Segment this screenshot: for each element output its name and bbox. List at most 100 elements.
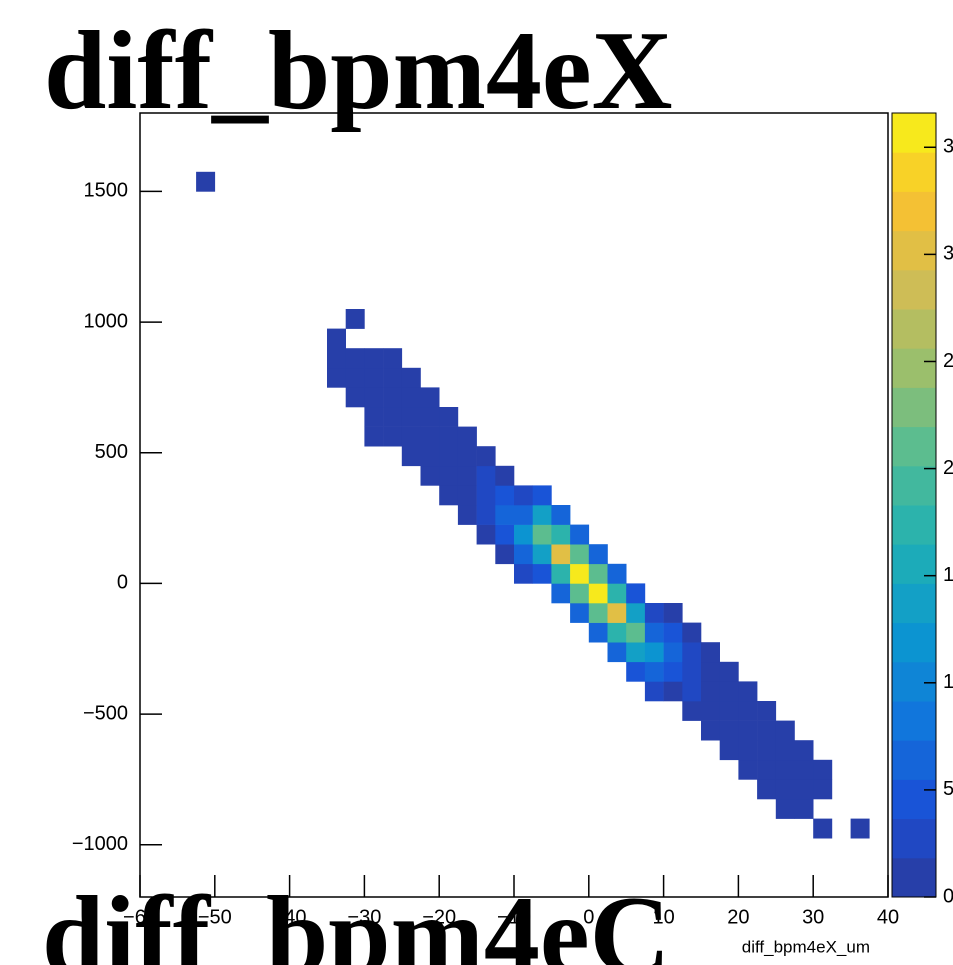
cell: [439, 407, 459, 427]
x-tick-label: −50: [198, 906, 232, 928]
cell: [383, 407, 403, 427]
chart-title: diff_bpm4eX: [44, 9, 672, 133]
y-tick-label: 0: [117, 572, 128, 594]
cell: [644, 642, 664, 663]
cell: [850, 818, 870, 839]
colorbar-step: [892, 701, 936, 741]
cell: [588, 583, 608, 604]
cell: [644, 622, 664, 643]
cell: [663, 603, 683, 623]
cell: [364, 387, 384, 408]
cell: [626, 622, 646, 643]
cell: [738, 681, 758, 702]
axes: [139, 112, 937, 898]
colorbar-step: [892, 622, 936, 663]
cell: [532, 563, 552, 584]
colorbar-step: [892, 857, 936, 898]
x-tick-label: −20: [422, 906, 456, 928]
cell: [532, 485, 552, 506]
colorbar-frame: [891, 112, 937, 898]
cell: [588, 544, 608, 565]
cell: [607, 642, 627, 663]
cell: [570, 583, 590, 604]
colorbar-tick-label: 20: [943, 457, 953, 479]
cell: [551, 505, 571, 525]
cell: [420, 407, 440, 427]
cell: [476, 485, 496, 506]
cell: [364, 348, 384, 369]
cell: [719, 720, 739, 741]
colorbar-tick-label: 25: [943, 350, 953, 372]
cell: [439, 446, 459, 467]
cell: [420, 446, 440, 467]
x-tick-label: 40: [877, 906, 899, 928]
cell: [327, 348, 346, 369]
cell: [401, 426, 421, 447]
cell: [794, 779, 814, 800]
cell: [757, 740, 777, 761]
colorbar-tick-label: 10: [943, 671, 953, 693]
cell: [813, 779, 833, 800]
cell: [457, 485, 477, 506]
cell: [457, 465, 477, 486]
cell: [701, 661, 720, 682]
cell: [701, 642, 720, 663]
cell: [476, 505, 496, 525]
x-tick-label: 20: [727, 906, 749, 928]
next-pad-title: diff_bpm4eC: [42, 874, 670, 965]
cell: [439, 485, 459, 506]
cell: [514, 505, 533, 525]
x-tick-label: −40: [273, 906, 307, 928]
x-tick-label: 0: [583, 906, 594, 928]
colorbar-step: [892, 661, 936, 702]
cell: [775, 759, 795, 780]
cell: [719, 701, 739, 721]
colorbar-step: [892, 740, 936, 780]
cell: [682, 681, 702, 702]
cell: [364, 367, 384, 388]
cell: [626, 642, 646, 663]
cell: [345, 309, 365, 329]
cell: [532, 505, 552, 525]
cell: [607, 603, 627, 623]
cell: [551, 524, 571, 545]
cell: [345, 387, 365, 408]
cell: [551, 544, 571, 565]
colorbar-tick-label: 0: [943, 885, 953, 907]
colorbar-step: [892, 387, 936, 428]
cell: [551, 563, 571, 584]
cell: [476, 446, 496, 467]
cell: [663, 622, 683, 643]
cell: [794, 740, 814, 761]
cell: [626, 661, 646, 682]
cell: [327, 328, 346, 349]
y-tick-label: −1000: [72, 833, 128, 855]
cell: [607, 622, 627, 643]
x-tick-label: −60: [123, 906, 157, 928]
cell: [345, 348, 365, 369]
cell: [514, 563, 533, 584]
cell: [757, 779, 777, 800]
cell: [813, 818, 833, 839]
cell: [588, 603, 608, 623]
cell: [457, 426, 477, 447]
cell: [514, 544, 533, 565]
cell: [327, 367, 346, 388]
cell: [532, 524, 552, 545]
colorbar-step: [892, 113, 936, 153]
colorbar-step: [892, 818, 936, 859]
cell: [644, 681, 664, 702]
cell: [775, 740, 795, 761]
cell: [495, 485, 515, 506]
cell: [682, 701, 702, 721]
cell: [345, 367, 365, 388]
colorbar-step: [892, 348, 936, 388]
colorbar-tick-label: 5: [943, 778, 953, 800]
colorbar-tick-label: 30: [943, 243, 953, 265]
cell: [738, 701, 758, 721]
cell: [383, 348, 403, 369]
x-tick-label: 10: [652, 906, 674, 928]
cell: [626, 603, 646, 623]
cell: [588, 622, 608, 643]
